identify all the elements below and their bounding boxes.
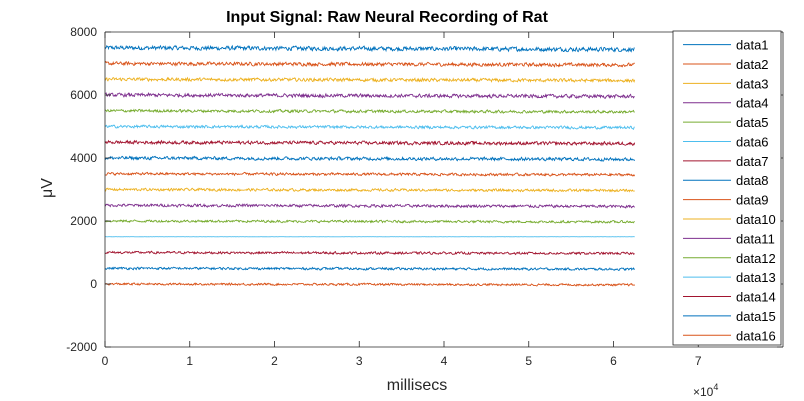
y-axis-label: μV [39, 178, 56, 198]
x-tick-label: 0 [102, 354, 109, 368]
y-tick-label: 6000 [70, 88, 97, 102]
x-axis-label: millisecs [387, 377, 447, 394]
legend: data1 data2 data3 data4 data5 data6 data7 data8… [673, 31, 781, 345]
y-tick-label: 0 [90, 277, 97, 291]
x-tick-label: 7 [695, 354, 702, 368]
chart-title: Input Signal: Raw Neural Recording of Ra… [226, 9, 548, 26]
x-tick-label: 4 [441, 354, 448, 368]
legend-label-data4: data4 [736, 96, 769, 111]
x-tick-label: 1 [186, 354, 193, 368]
legend-label-data8: data8 [736, 173, 769, 188]
legend-label-data12: data12 [736, 251, 776, 266]
legend-label-data9: data9 [736, 193, 769, 208]
legend-label-data10: data10 [736, 212, 776, 227]
x-tick-label: 3 [356, 354, 363, 368]
y-tick-label: 2000 [70, 214, 97, 228]
x-tick-label: 5 [525, 354, 532, 368]
legend-label-data14: data14 [736, 290, 776, 305]
x-tick-label: 6 [610, 354, 617, 368]
y-tick-label: 8000 [70, 25, 97, 39]
x-exponent-base: ×10 [693, 385, 714, 399]
legend-label-data15: data15 [736, 309, 776, 324]
legend-label-data2: data2 [736, 57, 769, 72]
legend-label-data13: data13 [736, 270, 776, 285]
y-tick-label: -2000 [66, 340, 97, 354]
legend-label-data1: data1 [736, 38, 769, 53]
x-exponent-power: 4 [713, 382, 718, 392]
x-tick-label: 2 [271, 354, 278, 368]
legend-label-data7: data7 [736, 154, 769, 169]
legend-label-data11: data11 [736, 231, 775, 246]
legend-label-data5: data5 [736, 115, 769, 130]
legend-label-data6: data6 [736, 134, 769, 149]
y-tick-label: 4000 [70, 151, 97, 165]
legend-label-data3: data3 [736, 76, 769, 91]
legend-label-data16: data16 [736, 328, 776, 343]
